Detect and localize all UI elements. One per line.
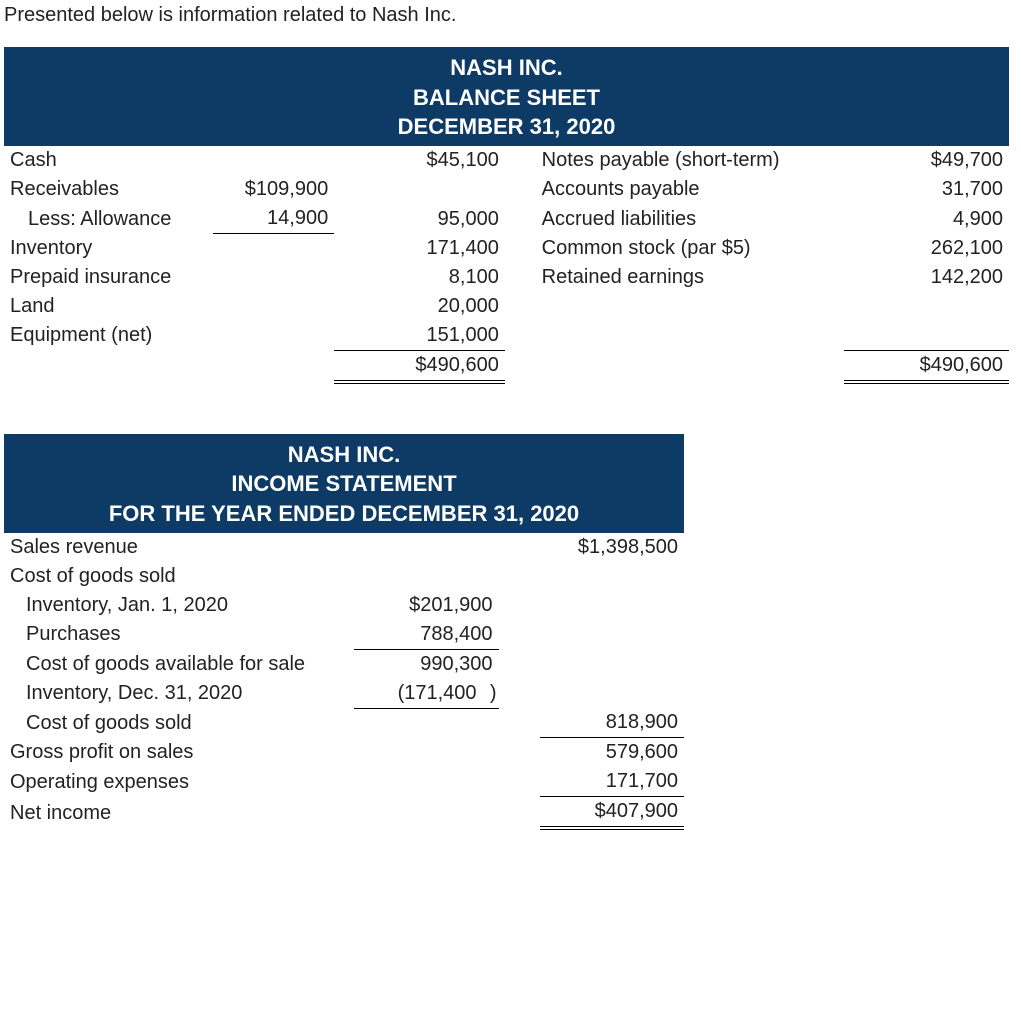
is-amount: 788,400 [354,620,498,650]
liab-label: Accrued liabilities [536,204,844,234]
net-income-amount: $407,900 [540,797,684,829]
is-label: Gross profit on sales [4,738,354,768]
table-row: $490,600 $490,600 [4,350,1009,382]
is-amount: $1,398,500 [540,533,684,562]
asset-label: Cash [4,146,213,175]
table-row: Net income $407,900 [4,797,684,829]
liab-label: Notes payable (short-term) [536,146,844,175]
liab-amount: 262,100 [844,234,1009,263]
income-statement-table: Sales revenue $1,398,500 Cost of goods s… [4,533,684,831]
table-row: Inventory, Jan. 1, 2020 $201,900 [4,591,684,620]
balance-sheet: NASH INC. BALANCE SHEET DECEMBER 31, 202… [4,47,1009,384]
is-label: Purchases [4,620,354,650]
asset-label: Land [4,292,213,321]
table-row: Purchases 788,400 [4,620,684,650]
liab-amount: 4,900 [844,204,1009,234]
is-label: Inventory, Jan. 1, 2020 [4,591,354,620]
liab-label: Retained earnings [536,263,844,292]
is-period: FOR THE YEAR ENDED DECEMBER 31, 2020 [4,499,684,529]
assets-total: $490,600 [334,350,505,382]
asset-label: Inventory [4,234,213,263]
liab-amount: $49,700 [844,146,1009,175]
liab-rule [844,321,1009,351]
liab-label: Common stock (par $5) [536,234,844,263]
asset-amount: 8,100 [334,263,505,292]
receivables-gross: $109,900 [213,175,334,204]
table-row: Operating expenses 171,700 [4,767,684,797]
bs-company: NASH INC. [4,53,1009,83]
asset-amount: 151,000 [334,321,505,351]
balance-sheet-table: Cash $45,100 Notes payable (short-term) … [4,146,1009,384]
table-row: Gross profit on sales 579,600 [4,738,684,768]
liab-amount: 31,700 [844,175,1009,204]
asset-label: Receivables [4,175,213,204]
is-title: INCOME STATEMENT [4,469,684,499]
is-amount-paren: (171,400) [354,679,498,709]
table-row: Prepaid insurance 8,100 Retained earning… [4,263,1009,292]
is-amount: 171,700 [540,767,684,797]
table-row: Inventory 171,400 Common stock (par $5) … [4,234,1009,263]
table-row: Inventory, Dec. 31, 2020 (171,400) [4,679,684,709]
asset-amount: $45,100 [334,146,505,175]
table-row: Less: Allowance 14,900 95,000 Accrued li… [4,204,1009,234]
is-amount: 579,600 [540,738,684,768]
bs-title: BALANCE SHEET [4,83,1009,113]
is-label: Inventory, Dec. 31, 2020 [4,679,354,709]
table-row: Land 20,000 [4,292,1009,321]
table-row: Sales revenue $1,398,500 [4,533,684,562]
is-label: Operating expenses [4,767,354,797]
balance-sheet-header: NASH INC. BALANCE SHEET DECEMBER 31, 202… [4,47,1009,146]
is-label: Sales revenue [4,533,354,562]
receivables-net: 95,000 [334,204,505,234]
income-statement: NASH INC. INCOME STATEMENT FOR THE YEAR … [4,434,684,831]
table-row: Cost of goods sold [4,562,684,591]
income-statement-header: NASH INC. INCOME STATEMENT FOR THE YEAR … [4,434,684,533]
is-amount: 990,300 [354,649,498,679]
table-row: Cost of goods available for sale 990,300 [4,649,684,679]
is-amount: 818,900 [540,708,684,738]
asset-amount: 20,000 [334,292,505,321]
is-label: Net income [4,797,354,829]
asset-amount: 171,400 [334,234,505,263]
allowance-amount: 14,900 [213,204,334,234]
bs-date: DECEMBER 31, 2020 [4,112,1009,142]
asset-label: Equipment (net) [4,321,213,351]
table-row: Cost of goods sold 818,900 [4,708,684,738]
intro-text: Presented below is information related t… [4,4,1009,27]
is-amount: $201,900 [354,591,498,620]
liab-label: Accounts payable [536,175,844,204]
asset-label: Less: Allowance [4,204,213,234]
table-row: Cash $45,100 Notes payable (short-term) … [4,146,1009,175]
table-row: Equipment (net) 151,000 [4,321,1009,351]
is-label: Cost of goods sold [4,708,354,738]
cogs-heading: Cost of goods sold [4,562,354,591]
is-company: NASH INC. [4,440,684,470]
table-row: Receivables $109,900 Accounts payable 31… [4,175,1009,204]
liab-amount: 142,200 [844,263,1009,292]
is-label: Cost of goods available for sale [4,649,354,679]
asset-label: Prepaid insurance [4,263,213,292]
liab-equity-total: $490,600 [844,350,1009,382]
